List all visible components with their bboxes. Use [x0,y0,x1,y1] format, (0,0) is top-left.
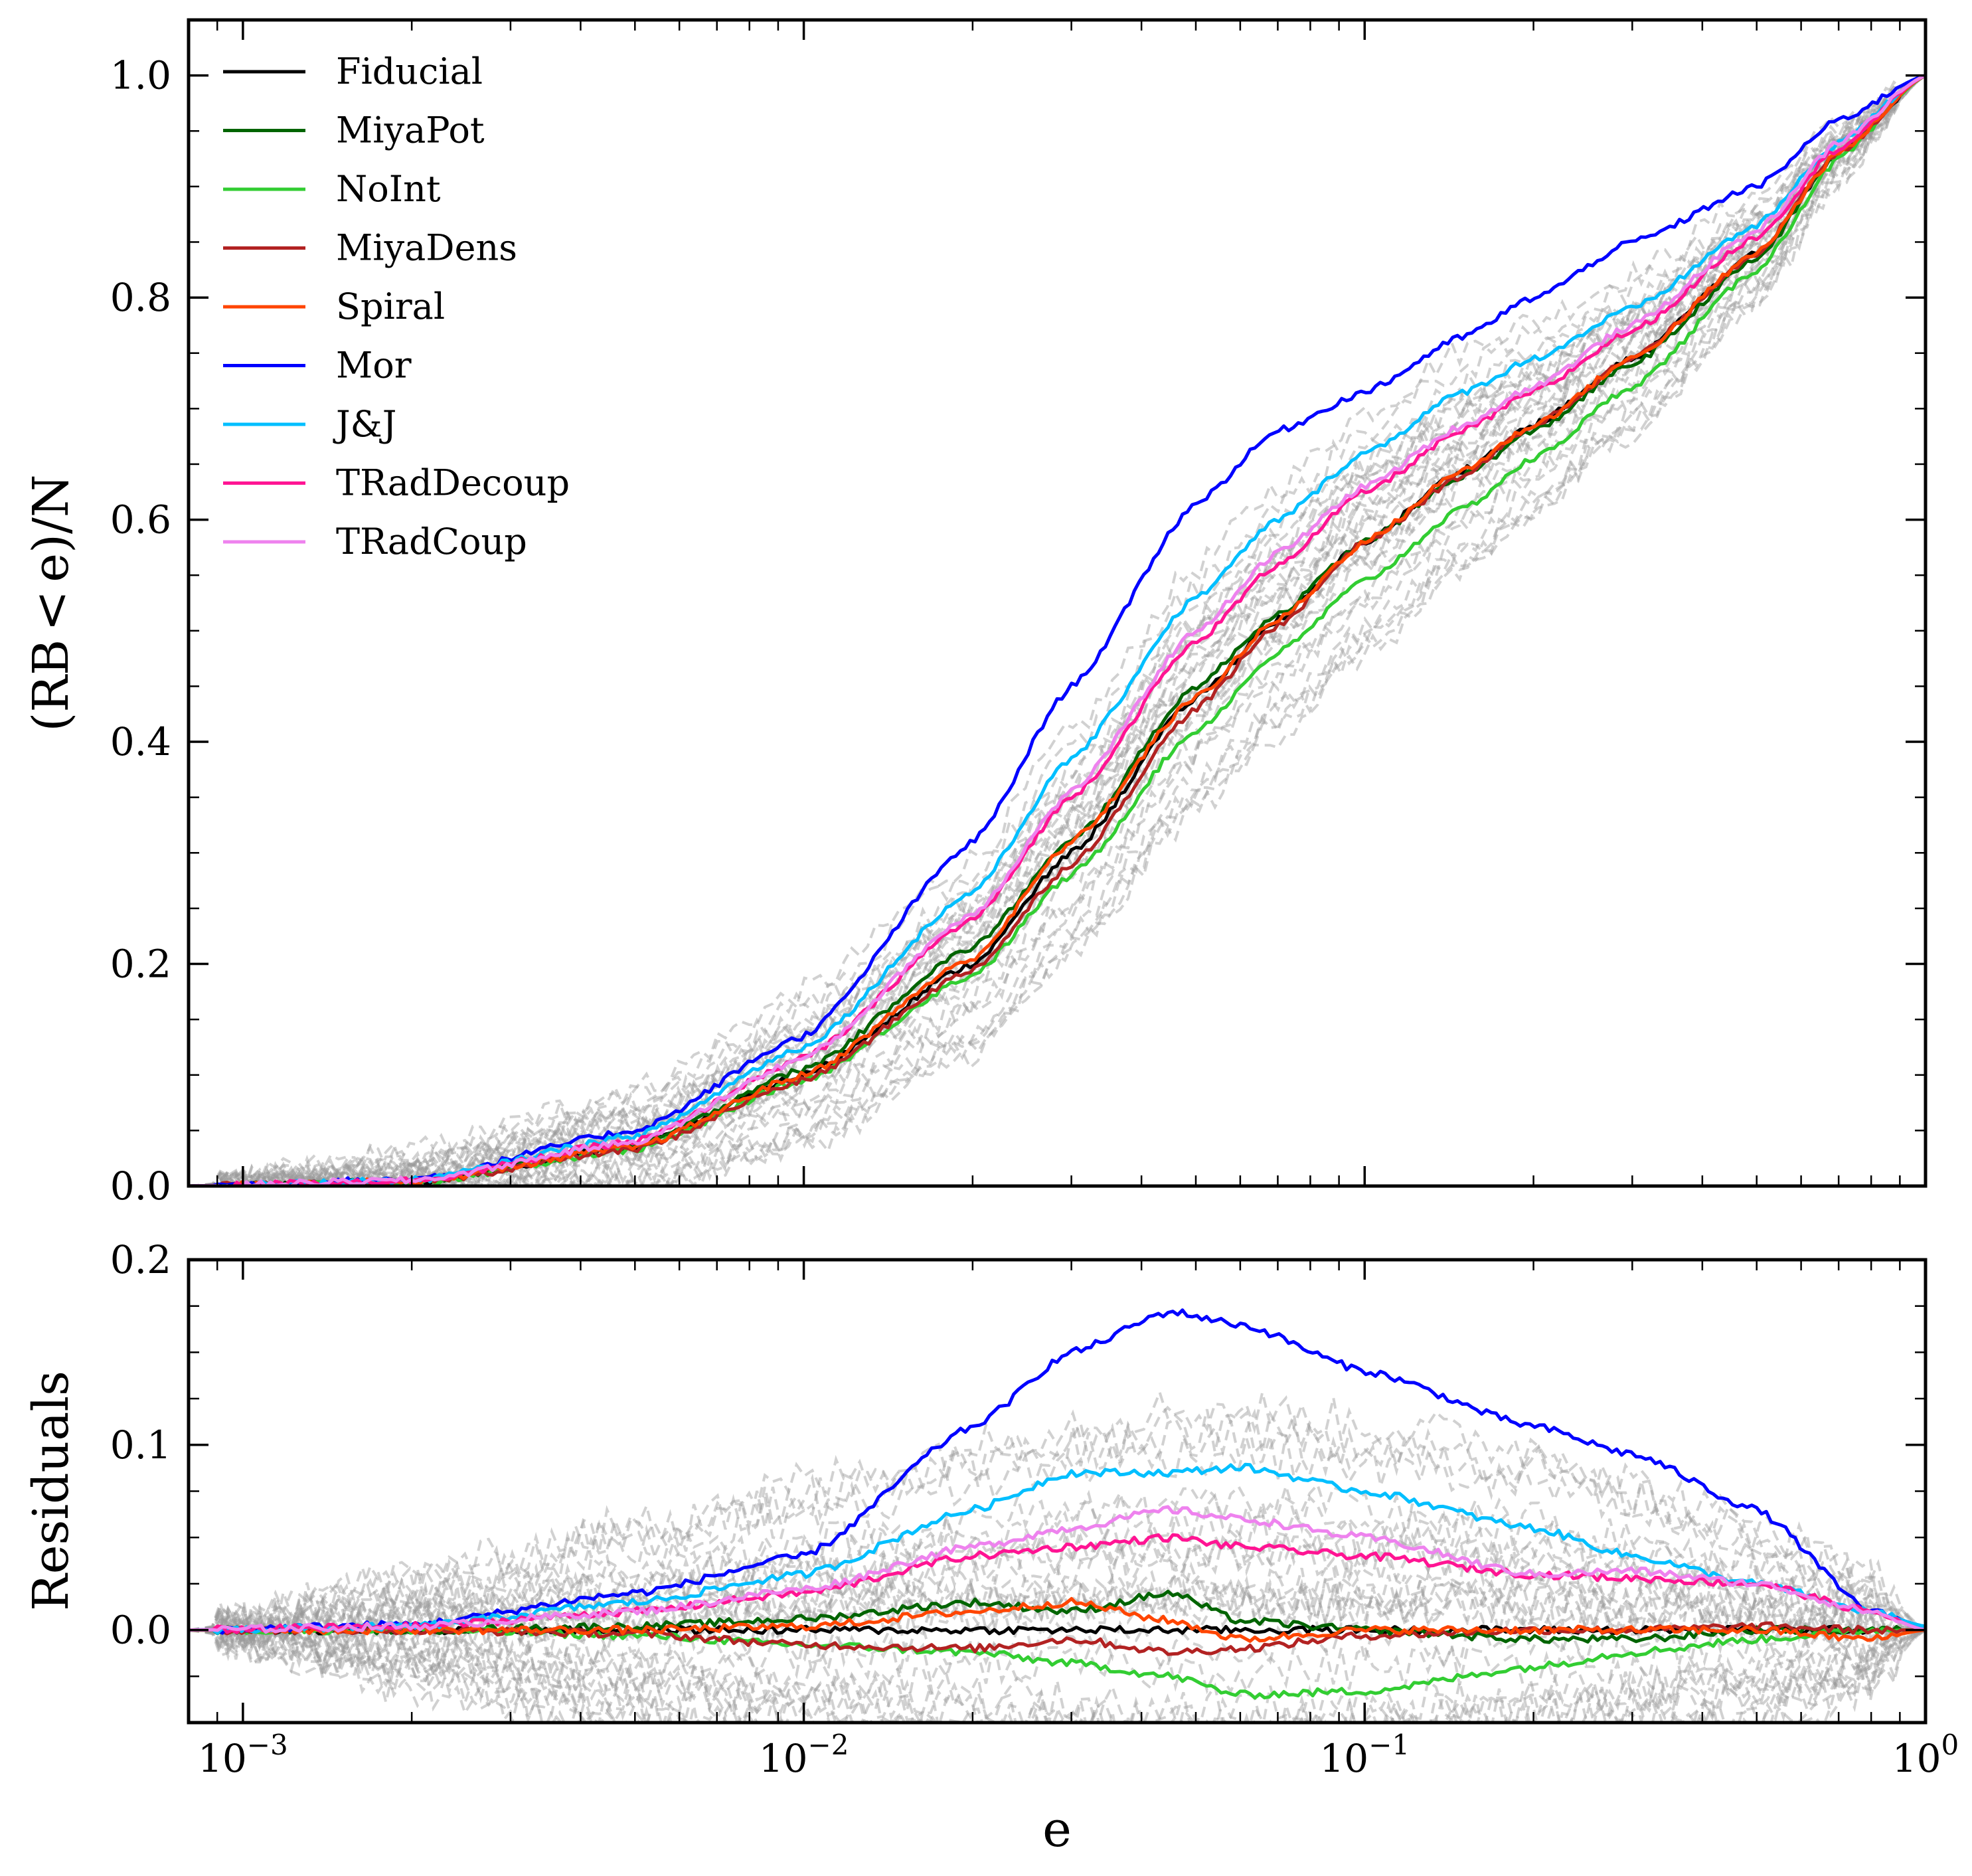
bottom-y-axis-title: Residuals [23,1371,80,1611]
ensemble-line [189,74,1926,1186]
legend-label: J&J [333,403,396,445]
top-y-tick-label: 0.2 [110,942,171,987]
ensemble-line [189,74,1926,1186]
x-tick-labels: 10−3 10−2 10−1 100 [198,1729,1959,1781]
bottom-series-group [189,1308,1926,1700]
ensemble-line [189,74,1926,1186]
ensemble-line [189,74,1926,1186]
ensemble-line [189,1606,1926,1723]
ensemble-line [189,74,1926,1186]
ensemble-line [189,74,1926,1186]
legend-label: TRadDecoup [336,462,570,504]
legend-entry-fiducial: Fiducial [223,50,483,92]
series-line-traddecoup [189,1533,1926,1634]
x-tick-label: 100 [1892,1729,1959,1781]
ensemble-line [189,74,1926,1186]
ensemble-line [189,1620,1926,1723]
top-series-group [189,74,1926,1186]
legend-label: Fiducial [336,50,483,92]
ensemble-line [189,1617,1926,1723]
top-y-tick-labels: 0.0 0.2 0.4 0.6 0.8 1.0 [110,53,171,1209]
bottom-panel-frame [187,1258,1928,1725]
ensemble-line [189,1568,1926,1654]
legend-label: Mor [336,345,412,386]
legend: Fiducial MiyaPot NoInt MiyaDens Spiral Mor J&J… [223,50,570,562]
ensemble-line [189,1582,1926,1653]
legend-label: Spiral [336,286,445,327]
ensemble-line [189,1491,1926,1647]
bottom-y-tick-label: 0.0 [110,1608,171,1653]
ensemble-line [189,74,1926,1186]
legend-entry-miyadens: MiyaDens [223,227,517,269]
top-y-tick-label: 0.4 [110,719,171,764]
ensemble-line [189,1610,1926,1723]
ensemble-line [189,1626,1926,1723]
legend-label: TRadCoup [336,521,527,562]
ensemble-line [189,1616,1926,1723]
series-line-j-j [189,74,1926,1186]
ensemble-line [189,1618,1926,1723]
top-y-tick-label: 0.6 [110,497,171,543]
bottom-y-tick-label: 0.2 [110,1237,171,1282]
ensemble-line [189,1408,1926,1642]
ensemble-line [189,1618,1926,1723]
ensemble-line [189,74,1926,1186]
ensemble-line [189,1624,1926,1723]
x-tick-label: 10−1 [1319,1729,1410,1781]
ensemble-line [189,1608,1926,1723]
legend-entry-noint: NoInt [223,168,441,210]
x-tick-label: 10−3 [198,1729,288,1781]
legend-label: MiyaDens [336,227,517,269]
ensemble-line [189,74,1926,1186]
bottom-y-tick-label: 0.1 [110,1422,171,1468]
ensemble-line [189,74,1926,1186]
ensemble-line [189,74,1926,1186]
ensemble-line [189,1573,1926,1648]
ensemble-line [189,74,1926,1186]
ensemble-line [189,1481,1926,1648]
legend-label: NoInt [336,168,441,210]
tick-marks [189,19,1927,1724]
ensemble-line [189,74,1926,1186]
ensemble-line [189,1432,1926,1642]
x-tick-label: 10−2 [759,1729,849,1781]
series-line-tradcoup [189,1505,1926,1634]
legend-label: MiyaPot [336,110,485,151]
top-y-tick-label: 0.8 [110,275,171,320]
ensemble-line [189,74,1926,1186]
series-line-tradcoup [189,74,1926,1186]
ensemble-line [189,74,1926,1186]
legend-entry-mor: Mor [223,345,412,386]
ensemble-line [189,1388,1926,1640]
ensemble-line [189,74,1926,1186]
top-panel-frame [187,18,1928,1188]
series-line-j-j [189,1462,1926,1635]
bottom-y-tick-labels: 0.0 0.1 0.2 [110,1237,171,1653]
ensemble-line [189,1612,1926,1723]
ensemble-line [189,74,1926,1186]
legend-entry-miyapot: MiyaPot [223,110,485,151]
legend-entry-traddecoup: TRadDecoup [223,462,570,504]
series-line-mor [189,1308,1926,1635]
top-y-tick-label: 0.0 [110,1163,171,1209]
ensemble-line [189,1405,1926,1638]
ensemble-line [189,1606,1926,1669]
ensemble-line [189,74,1926,1186]
series-line-noint [189,1625,1926,1700]
top-y-axis-title: (RB<e)/N [23,474,80,731]
legend-entry-j-j: J&J [223,403,396,445]
legend-entry-tradcoup: TRadCoup [223,521,527,562]
legend-entry-spiral: Spiral [223,286,445,327]
x-axis-title: e [1042,1801,1072,1858]
top-y-tick-label: 1.0 [110,53,171,98]
